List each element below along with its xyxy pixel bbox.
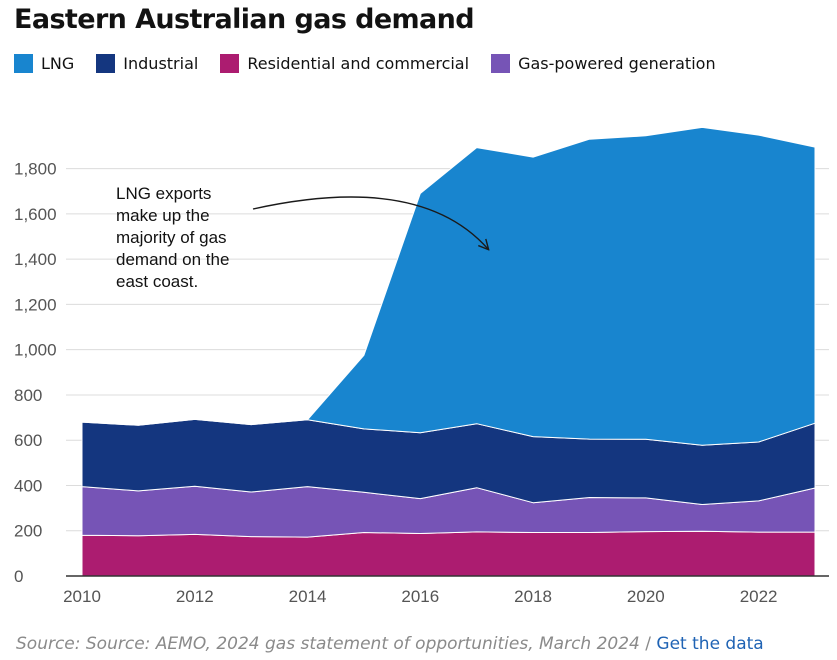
annotation-line: LNG exports [116,184,211,203]
annotation-line: make up the [116,206,210,225]
area-lng [81,126,816,446]
source-text: Source: Source: AEMO, 2024 gas statement… [16,634,640,654]
y-tick-label: 1,000 [14,341,57,360]
get-the-data-link[interactable]: Get the data [656,634,764,654]
annotation-text: LNG exports make up the majority of gas dem… [116,184,229,291]
x-tick-label: 2020 [627,587,665,606]
legend-swatch-industrial [96,54,116,73]
legend-item-gas-powered: Gas-powered generation [491,54,716,73]
x-tick-label: 2010 [63,587,101,606]
legend-label-residential: Residential and commercial [247,54,470,73]
legend-swatch-gas-powered [491,54,511,73]
y-tick-label: 800 [14,386,42,405]
y-tick-label: 0 [14,567,23,586]
y-tick-label: 200 [14,522,42,541]
y-tick-label: 600 [14,431,42,450]
annotation-line: demand on the [116,250,229,269]
source-note: Source: Source: AEMO, 2024 gas statement… [16,634,764,654]
legend-label-industrial: Industrial [123,54,199,73]
legend-label-lng: LNG [41,54,75,73]
x-tick-label: 2012 [176,587,214,606]
legend-label-gas-powered: Gas-powered generation [518,54,716,73]
area-residential-and-commercial [81,530,816,577]
x-tick-label: 2014 [289,587,327,606]
legend-swatch-lng [14,54,33,73]
stacked-area-chart: 0 200 400 600 800 1,000 1,200 1,400 1,600 1,800 20… [14,126,829,606]
source-separator: / [639,634,657,654]
legend-item-industrial: Industrial [96,54,198,73]
y-tick-label: 400 [14,476,42,495]
y-tick-label: 1,600 [14,205,57,224]
legend-item-residential: Residential and commercial [220,54,469,73]
y-tick-label: 1,800 [14,160,57,179]
x-tick-label: 2022 [740,587,778,606]
annotation-line: majority of gas [116,228,227,247]
chart-title: Eastern Australian gas demand [14,4,475,35]
x-tick-label: 2018 [514,587,552,606]
y-tick-label: 1,400 [14,250,57,269]
y-tick-label: 1,200 [14,295,57,314]
legend-item-lng: LNG [14,54,74,73]
x-tick-label: 2016 [401,587,439,606]
legend: LNG Industrial Residential and commercia… [14,54,738,73]
legend-swatch-residential [220,54,240,73]
annotation-arrow [252,196,488,249]
annotation-line: east coast. [116,272,198,291]
